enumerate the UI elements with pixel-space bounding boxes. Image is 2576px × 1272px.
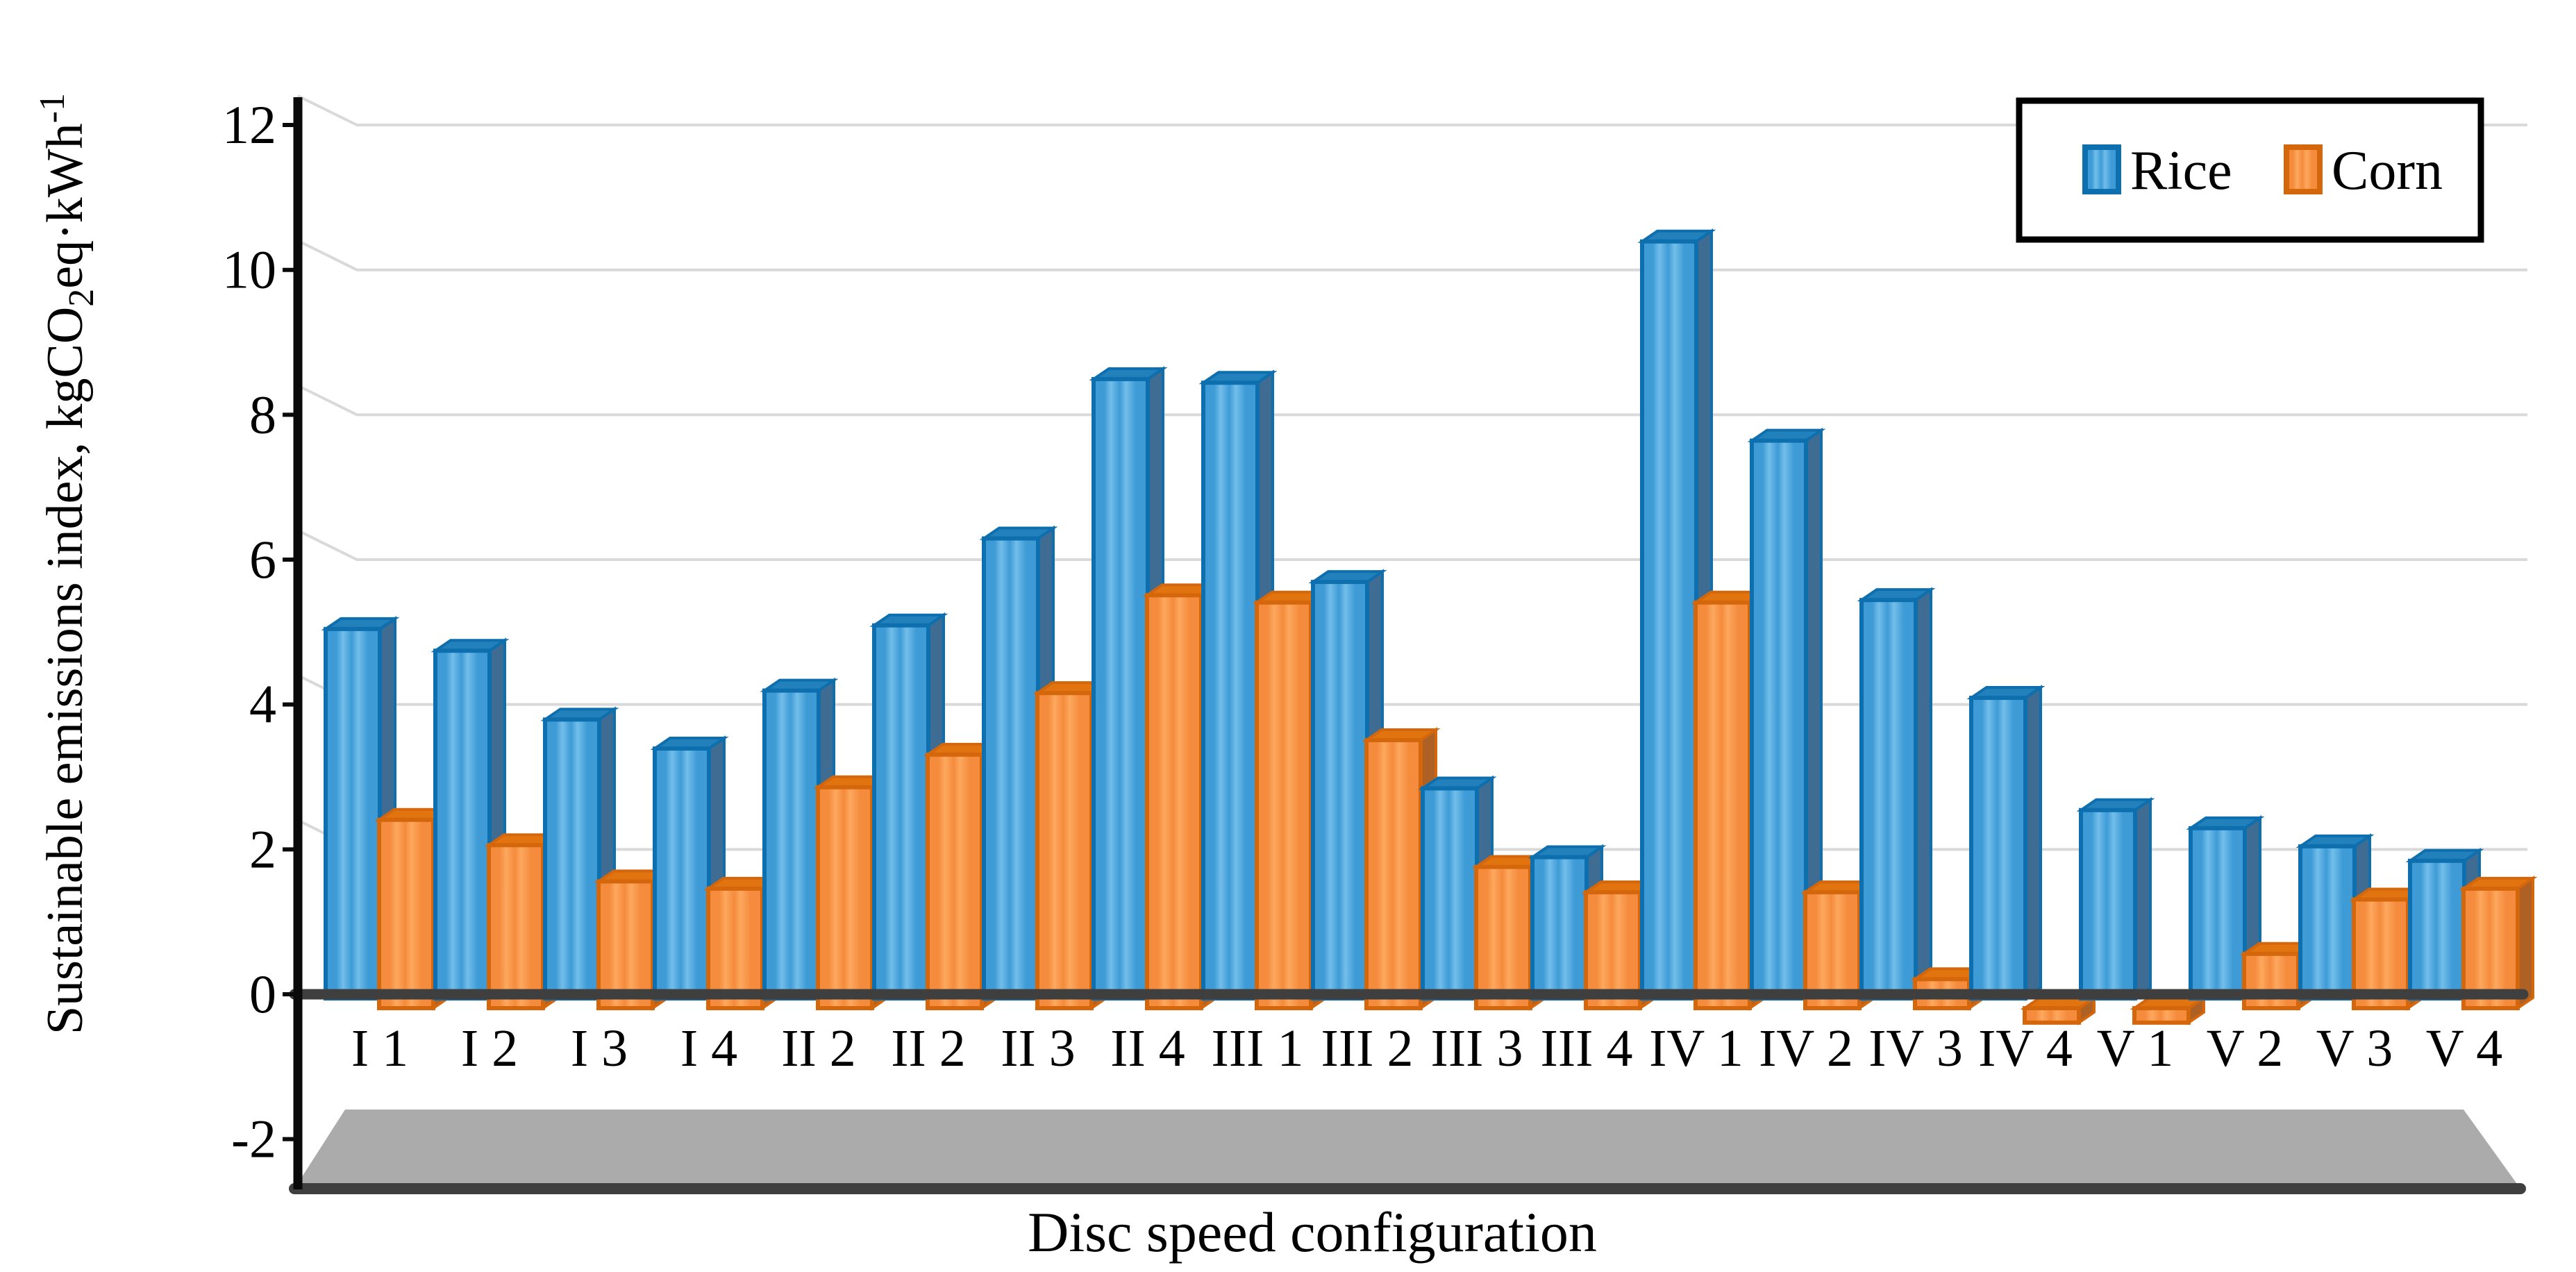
x-category-label: IV 4 — [1978, 1019, 2073, 1078]
bar-front-face — [377, 817, 435, 1010]
bar-front-face — [653, 746, 711, 1001]
y-tick-label: 4 — [249, 674, 276, 735]
rice-bar-V1 — [2076, 796, 2155, 1001]
bar-front-face — [2189, 826, 2247, 1001]
bar-front-face — [1255, 600, 1313, 1010]
bar-front-face — [1145, 593, 1203, 1010]
x-category-label: IV 2 — [1759, 1019, 1853, 1078]
bar-front-face — [1035, 691, 1094, 1010]
x-category-label: I 4 — [680, 1019, 737, 1078]
corn-legend-swatch — [2284, 144, 2323, 194]
bar-front-face — [762, 688, 821, 1001]
corn-bar-IV4 — [2020, 995, 2099, 1026]
y-axis-title: Sustainable emissions index, kgCO2eq·kWh… — [33, 93, 101, 1035]
bar-front-face — [1092, 376, 1150, 1001]
gridline-y4 — [297, 673, 2527, 706]
gridline-y8 — [297, 384, 2527, 417]
x-category-label: IV 3 — [1868, 1019, 1963, 1078]
bar-front-face — [982, 536, 1040, 1001]
bar-front-face — [1201, 380, 1260, 1001]
y-tick-label: 2 — [249, 819, 276, 879]
y-tick-label: 10 — [222, 240, 276, 300]
corn-bar-V4 — [2459, 876, 2538, 1011]
bar-side-face — [2516, 876, 2534, 1011]
y-tick-label: 0 — [249, 964, 276, 1024]
bar-front-face — [1364, 737, 1423, 1010]
bar-front-face — [816, 785, 874, 1010]
chart-floor — [294, 1110, 2520, 1189]
rice-legend-label: Rice — [2130, 140, 2232, 201]
gridline-y12 — [297, 94, 2527, 127]
x-category-label: III 2 — [1321, 1019, 1414, 1078]
y-tick-label: -2 — [231, 1109, 276, 1169]
legend: Rice Corn — [2016, 97, 2484, 243]
bar-front-face — [1421, 786, 1479, 1001]
bar-front-face — [2298, 844, 2357, 1001]
bar-side-face — [2024, 685, 2042, 1001]
bar-front-face — [1530, 855, 1589, 1001]
x-category-label: III 3 — [1431, 1019, 1523, 1078]
x-category-label: II 4 — [1110, 1019, 1185, 1078]
bar-front-face — [2132, 1006, 2191, 1025]
x-axis-title: Disc speed configuration — [1028, 1200, 1597, 1264]
x-category-label: III 1 — [1212, 1019, 1304, 1078]
bar-front-face — [926, 752, 984, 1010]
y-title-mid: eq·kWh — [37, 123, 94, 288]
bar-front-face — [543, 717, 601, 1001]
bar-front-face — [1693, 600, 1752, 1010]
x-category-label: V 2 — [2207, 1019, 2284, 1078]
y-tick-label: 8 — [249, 384, 276, 444]
bars-layer — [321, 228, 2538, 1026]
x-category-label: II 2 — [781, 1019, 856, 1078]
bar-front-face — [1584, 890, 1642, 1011]
gridline-y6 — [297, 529, 2527, 562]
rice-bar-IV3 — [1857, 587, 1936, 1001]
axes-layer — [283, 97, 2529, 1189]
bar-front-face — [1311, 580, 1369, 1001]
bar-front-face — [2461, 886, 2520, 1010]
corn-legend-label: Corn — [2332, 140, 2443, 201]
bar-front-face — [2242, 951, 2300, 1010]
rice-bar-II2 — [760, 677, 839, 1001]
x-category-label: II 3 — [1001, 1019, 1076, 1078]
rice-bar-III3 — [1418, 775, 1497, 1001]
bar-front-face — [1750, 438, 1808, 1001]
bar-front-face — [487, 843, 545, 1010]
y-tick-label: 6 — [249, 529, 276, 589]
bar-front-face — [1640, 239, 1698, 1001]
x-category-label: V 1 — [2097, 1019, 2174, 1078]
labels-layer: 12 10 8 6 4 2 0 -2 I 1 I 2 I 3 I 4 II 2 II 2 II 3 II 4 I… — [222, 94, 2502, 1169]
y-title-subscript: 2 — [62, 289, 101, 307]
x-category-label: IV 1 — [1649, 1019, 1743, 1078]
x-category-label: I 3 — [571, 1019, 628, 1078]
bar-front-face — [1969, 696, 2027, 1001]
rice-legend-swatch — [2082, 144, 2121, 194]
floor-layer — [289, 1110, 2526, 1194]
y-tick-label: 12 — [222, 94, 276, 155]
y-title-main: Sustainable emissions index, kgCO — [37, 307, 94, 1035]
bar-side-face — [2134, 796, 2152, 1001]
bar-front-face — [1859, 598, 1918, 1001]
y-title-superscript: -1 — [33, 93, 72, 123]
bar-front-face — [872, 623, 930, 1001]
x-category-label: III 4 — [1541, 1019, 1633, 1078]
x-category-label: I 1 — [351, 1019, 408, 1078]
gridline-y10 — [297, 239, 2527, 271]
x-category-label: I 2 — [461, 1019, 518, 1078]
rice-bar-IV4 — [1966, 685, 2046, 1001]
x-category-label: II 2 — [891, 1019, 966, 1078]
bar-front-face — [433, 648, 492, 1001]
bar-side-face — [1914, 587, 1932, 1001]
axis-titles-layer: Disc speed configuration Sustainable emis… — [33, 93, 1597, 1264]
x-category-label: V 4 — [2426, 1019, 2503, 1078]
bar-front-face — [1474, 864, 1532, 1011]
bar-front-face — [324, 626, 382, 1001]
bar-front-face — [2023, 1006, 2081, 1025]
bar-front-face — [2408, 858, 2466, 1001]
bar-front-face — [2079, 807, 2137, 1001]
x-category-label: V 3 — [2316, 1019, 2393, 1078]
